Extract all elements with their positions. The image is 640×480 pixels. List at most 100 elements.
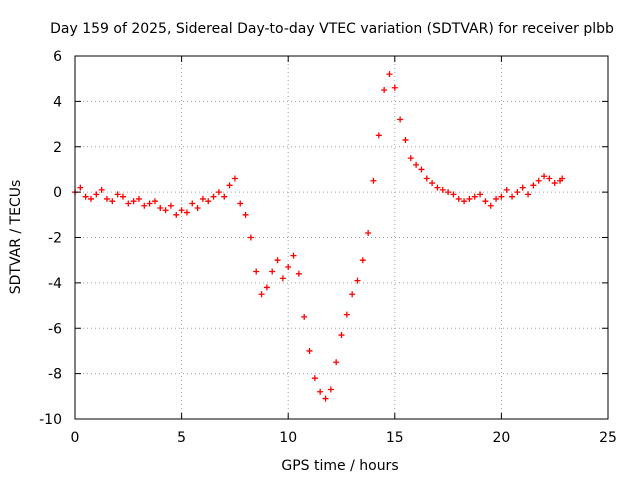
data-point [167,202,174,209]
data-point [199,195,206,202]
y-tick-label: 0 [53,185,62,201]
data-point [125,200,132,207]
data-point [151,198,158,205]
data-point [258,291,265,298]
data-point [487,202,494,209]
data-point [477,191,484,198]
data-point [162,207,169,214]
data-point [365,229,372,236]
data-point [93,191,100,198]
data-point [397,116,404,123]
data-point [333,359,340,366]
data-point [269,268,276,275]
data-point [509,193,516,200]
data-point [114,191,121,198]
data-point [461,198,468,205]
data-point [423,175,430,182]
data-point [559,175,566,182]
data-point [226,182,233,189]
x-tick-label: 10 [279,430,297,446]
data-point [135,195,142,202]
data-point [178,207,185,214]
data-point [455,195,462,202]
data-point [546,175,553,182]
plot-frame [74,55,609,420]
x-tick-label: 20 [492,430,510,446]
data-point [530,182,537,189]
data-point [375,132,382,139]
data-point [541,173,548,180]
data-point [434,184,441,191]
x-tick-label: 25 [599,430,617,446]
y-tick-label: -4 [48,276,62,292]
x-tick-label: 0 [71,430,80,446]
data-point [354,277,361,284]
grid-lines [75,56,608,419]
data-point [519,184,526,191]
x-tick-label: 15 [386,430,404,446]
data-point [242,211,249,218]
data-point [247,234,254,241]
y-tick-label: 4 [53,94,62,110]
data-point [263,284,270,291]
data-point [391,84,398,91]
data-point [253,268,260,275]
y-tick-label: 6 [53,49,62,65]
data-point [146,200,153,207]
x-axis-label: GPS time / hours [281,458,398,474]
data-point [109,198,116,205]
y-tick-label: -8 [48,367,62,383]
data-point [141,202,148,209]
data-point [343,311,350,318]
data-point [359,257,366,264]
data-point [381,87,388,94]
data-point [285,263,292,270]
data-point [103,195,110,202]
data-point [493,195,500,202]
data-point [183,209,190,216]
data-point [194,205,201,212]
data-point [445,189,452,196]
y-tick-label: -6 [48,321,62,337]
data-point [119,193,126,200]
data-point [498,193,505,200]
data-point [370,177,377,184]
y-tick-label: 2 [53,140,62,156]
data-point [221,193,228,200]
data-point [402,136,409,143]
data-point [466,195,473,202]
data-point [274,257,281,264]
y-tick-label: -2 [48,231,62,247]
data-point [279,275,286,282]
data-point [471,193,478,200]
data-point [327,386,334,393]
y-axis-label: SDTVAR / TECUs [8,180,24,295]
data-point [215,189,222,196]
data-point [189,200,196,207]
data-point [210,193,217,200]
axis-ticks: 0 5 10 15 20 25 -10 -8 -6 -4 -2 0 2 4 6 [39,49,617,446]
data-point [413,161,420,168]
data-point [338,332,345,339]
data-point [418,166,425,173]
x-tick-label: 5 [177,430,186,446]
data-point [450,191,457,198]
data-point [306,347,313,354]
data-point [237,200,244,207]
data-point [535,177,542,184]
chart-title: Day 159 of 2025, Sidereal Day-to-day VTE… [50,21,614,37]
data-point [386,71,393,78]
data-point [439,186,446,193]
data-point [173,211,180,218]
data-point [551,180,558,187]
data-points [72,71,566,402]
data-point [82,193,89,200]
data-point [311,375,318,382]
data-point [77,184,84,191]
data-point [514,189,521,196]
data-point [482,198,489,205]
data-point [429,180,436,187]
y-tick-label: -10 [39,412,62,428]
data-point [407,155,414,162]
data-point [231,175,238,182]
